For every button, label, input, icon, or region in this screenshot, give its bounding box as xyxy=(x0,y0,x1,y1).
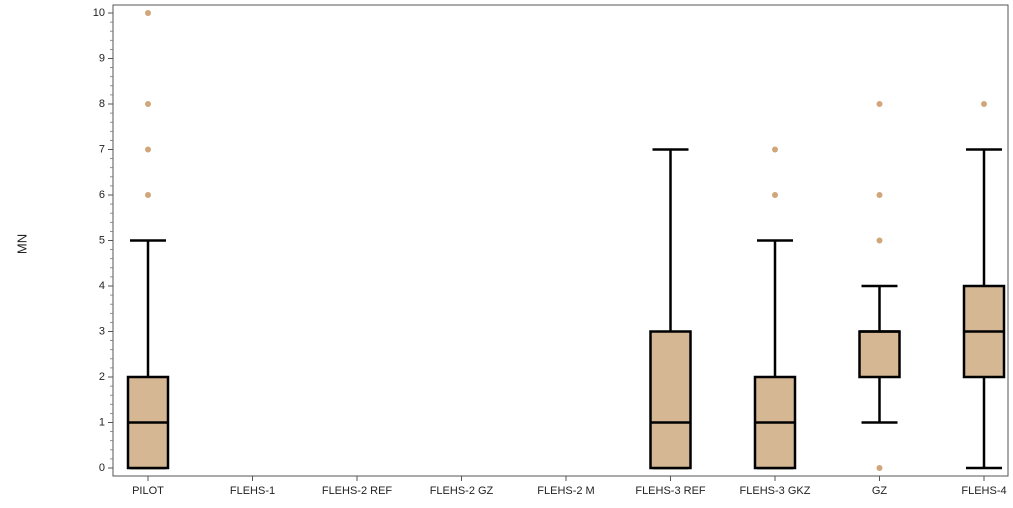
outlier-point xyxy=(145,10,151,16)
outlier-point xyxy=(876,465,883,471)
y-tick-label: 1 xyxy=(99,416,105,428)
y-tick-label: 3 xyxy=(99,325,105,337)
outlier-point xyxy=(772,146,778,153)
y-tick-label: 9 xyxy=(99,52,105,64)
y-tick-label: 0 xyxy=(99,462,105,474)
outlier-point xyxy=(772,192,778,198)
y-tick-label: 2 xyxy=(99,371,105,383)
outlier-point xyxy=(145,101,151,107)
y-tick-label: 4 xyxy=(99,280,105,292)
outlier-point xyxy=(981,101,987,107)
x-tick-label: FLEHS-4 xyxy=(961,485,1006,497)
y-tick-label: 6 xyxy=(99,189,105,201)
x-tick-label: GZ xyxy=(872,485,888,497)
x-tick-label: FLEHS-2 M xyxy=(537,485,594,497)
plot-area: 0 1 2 3 4 5 6 7 8 9 10 PILOT FLEHS-1 FLEHS-2 REF FLEHS… xyxy=(93,4,1009,497)
y-tick-label: 8 xyxy=(99,98,105,110)
x-tick-label: FLEHS-2 REF xyxy=(322,485,393,497)
x-tick-label: FLEHS-3 REF xyxy=(635,485,706,497)
y-tick-label: 7 xyxy=(99,143,105,155)
outlier-point xyxy=(876,192,883,198)
outlier-point xyxy=(145,146,151,153)
outlier-point xyxy=(145,192,151,198)
y-axis-title: MN xyxy=(14,234,29,254)
x-tick-label: PILOT xyxy=(132,485,164,497)
x-tick-label: FLEHS-2 GZ xyxy=(430,485,494,497)
x-tick-label: FLEHS-3 GKZ xyxy=(740,485,811,497)
y-tick-label: 10 xyxy=(93,7,105,19)
iqr-box xyxy=(649,330,692,470)
outlier-point xyxy=(876,101,883,107)
iqr-box xyxy=(858,330,901,379)
y-tick-label: 5 xyxy=(99,234,105,246)
outlier-point xyxy=(876,237,883,244)
x-tick-label: FLEHS-1 xyxy=(230,485,275,497)
